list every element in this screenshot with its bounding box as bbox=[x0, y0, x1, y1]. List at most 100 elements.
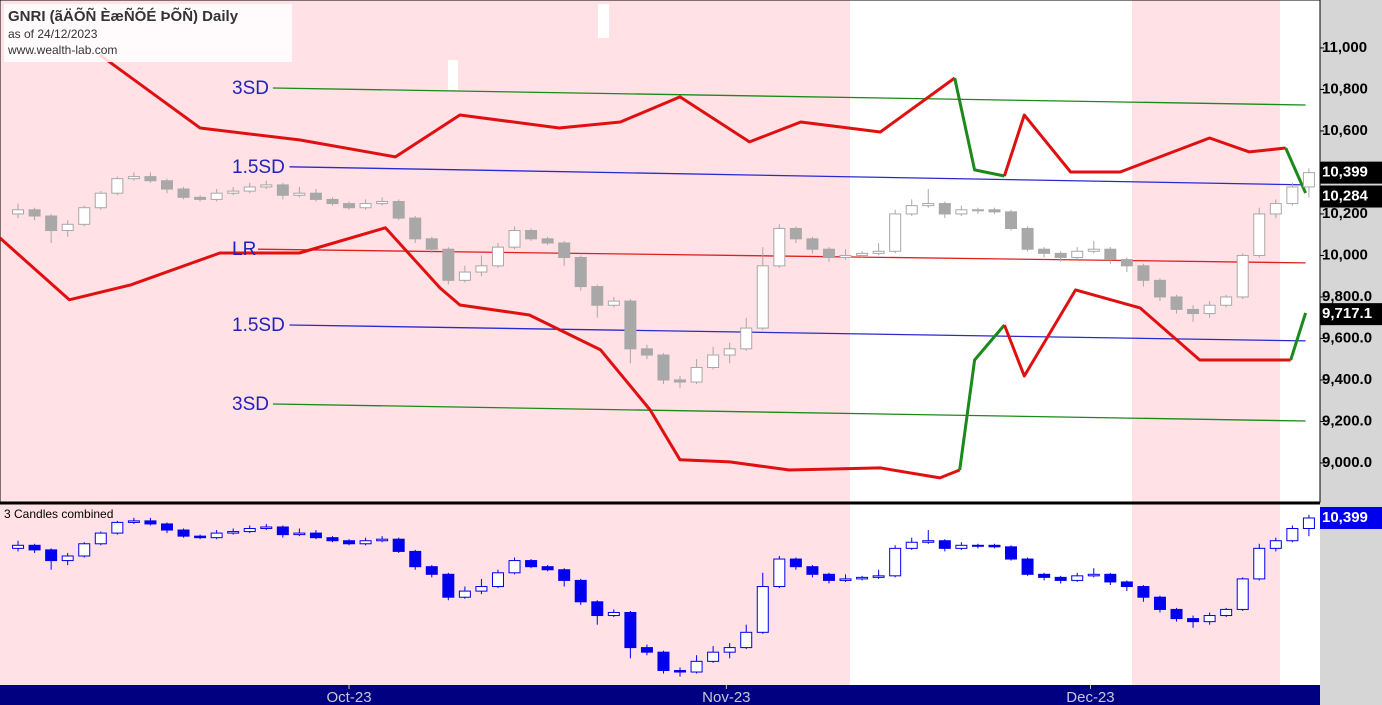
combined-candle-body bbox=[227, 531, 240, 534]
combined-candle-body bbox=[144, 520, 157, 525]
combined-candle-body bbox=[276, 526, 289, 536]
artifact bbox=[448, 60, 458, 90]
combined-candle-body bbox=[624, 611, 637, 649]
combined-candle-body bbox=[1071, 575, 1084, 581]
combined-candle-body bbox=[1253, 547, 1266, 580]
candle-body bbox=[1236, 254, 1249, 298]
candle-body bbox=[756, 265, 769, 329]
candle-body bbox=[227, 190, 240, 194]
candle-body bbox=[1187, 308, 1200, 315]
combined-candle-body bbox=[905, 541, 918, 549]
candle-body bbox=[889, 213, 902, 252]
combined-candle-body bbox=[789, 558, 802, 568]
candle-body bbox=[376, 200, 389, 205]
combined-candle-body bbox=[1005, 546, 1018, 560]
combined-candle-body bbox=[971, 544, 984, 547]
candle-body bbox=[28, 209, 41, 217]
candle-body bbox=[1253, 213, 1266, 256]
combined-candle-body bbox=[508, 560, 521, 574]
candle-body bbox=[955, 209, 968, 215]
lower-pane-title: 3 Candles combined bbox=[4, 507, 113, 521]
combined-candle-body bbox=[309, 532, 322, 539]
combined-candle-body bbox=[1038, 573, 1051, 578]
combined-candle-body bbox=[988, 544, 1001, 548]
candle-body bbox=[309, 192, 322, 200]
price-tag-box bbox=[1320, 161, 1382, 184]
candle-body bbox=[1269, 203, 1282, 215]
candle-body bbox=[525, 230, 538, 240]
price-tag-label: 9,717.1 bbox=[1322, 305, 1372, 322]
price-tag-label: 10,399 bbox=[1322, 509, 1368, 526]
candle-body bbox=[144, 176, 157, 182]
chart-subtitle: as of 24/12/2023 bbox=[8, 27, 98, 41]
combined-candle-body bbox=[690, 660, 703, 673]
combined-candle-body bbox=[541, 566, 554, 571]
lower-pane bbox=[12, 514, 1315, 677]
candle-body bbox=[806, 238, 819, 250]
main-pane bbox=[0, 53, 1315, 480]
candle-body bbox=[905, 205, 918, 215]
combined-candle-body bbox=[1187, 618, 1200, 623]
candle-body bbox=[1087, 248, 1100, 252]
price-tag-box bbox=[1320, 506, 1382, 529]
combined-candle-body bbox=[359, 540, 372, 545]
candle-body bbox=[773, 227, 786, 267]
candle-body bbox=[293, 192, 306, 196]
combined-candle-body bbox=[45, 549, 58, 562]
candle-body bbox=[1038, 248, 1051, 254]
candle-body bbox=[872, 250, 885, 254]
candle-body bbox=[723, 348, 736, 356]
envelope-line bbox=[958, 324, 1006, 471]
combined-candle-body bbox=[160, 523, 173, 531]
combined-candle-body bbox=[1286, 528, 1299, 542]
candle-body bbox=[707, 354, 720, 368]
artifact bbox=[598, 4, 609, 38]
chart-source: www.wealth-lab.com bbox=[7, 43, 117, 57]
combined-candle-body bbox=[260, 526, 273, 530]
candle-body bbox=[1302, 172, 1315, 188]
regression-band bbox=[289, 324, 1306, 342]
combined-candle-body bbox=[640, 647, 653, 653]
x-tick-label: Nov-23 bbox=[702, 689, 750, 705]
candle-body bbox=[856, 252, 869, 256]
combined-candle-body bbox=[409, 550, 422, 568]
combined-candle-body bbox=[1021, 558, 1034, 575]
overlay: GNRI (ãÄÕÑ ÈæÑÕÉ ÞÕÑ) Daily as of 24/12/… bbox=[4, 4, 1382, 705]
chart-title: GNRI (ãÄÕÑ ÈæÑÕÉ ÞÕÑ) Daily bbox=[8, 7, 239, 25]
x-tick-label: Oct-23 bbox=[327, 689, 372, 705]
candle-body bbox=[1071, 250, 1084, 259]
combined-candle-body bbox=[194, 535, 207, 539]
envelope-line bbox=[1002, 113, 1286, 177]
price-tag-label: 10,399 bbox=[1322, 164, 1368, 181]
y-tick-label: 9,200.0 bbox=[1322, 412, 1372, 429]
band-label: 1.5SD bbox=[232, 315, 285, 336]
y-tick-label: 9,600.0 bbox=[1322, 329, 1372, 346]
combined-candle-body bbox=[1137, 586, 1150, 598]
candle-body bbox=[160, 180, 173, 190]
candle-body bbox=[177, 188, 190, 198]
combined-candle-body bbox=[111, 521, 124, 534]
candle-body bbox=[276, 184, 289, 196]
candle-body bbox=[541, 238, 554, 244]
combined-candle-body bbox=[1120, 581, 1133, 588]
candle-body bbox=[458, 271, 471, 281]
candle-body bbox=[194, 196, 207, 200]
candle-body bbox=[508, 230, 521, 248]
candle-body bbox=[111, 178, 124, 194]
combined-candle-body bbox=[1269, 540, 1282, 549]
candle-body bbox=[61, 223, 74, 232]
envelope-line bbox=[953, 77, 1005, 178]
y-tick-label: 11,000 bbox=[1322, 39, 1367, 56]
combined-candle-body bbox=[12, 544, 25, 549]
candle-body bbox=[343, 203, 356, 209]
combined-candle-body bbox=[177, 529, 190, 537]
combined-candle-body bbox=[78, 543, 91, 557]
envelope-line bbox=[1003, 288, 1291, 378]
combined-candle-body bbox=[1170, 608, 1183, 620]
candle-body bbox=[591, 286, 604, 306]
combined-candle-body bbox=[872, 575, 885, 578]
candle-body bbox=[243, 186, 256, 192]
candle-body bbox=[45, 215, 58, 232]
combined-candle-body bbox=[889, 547, 902, 577]
